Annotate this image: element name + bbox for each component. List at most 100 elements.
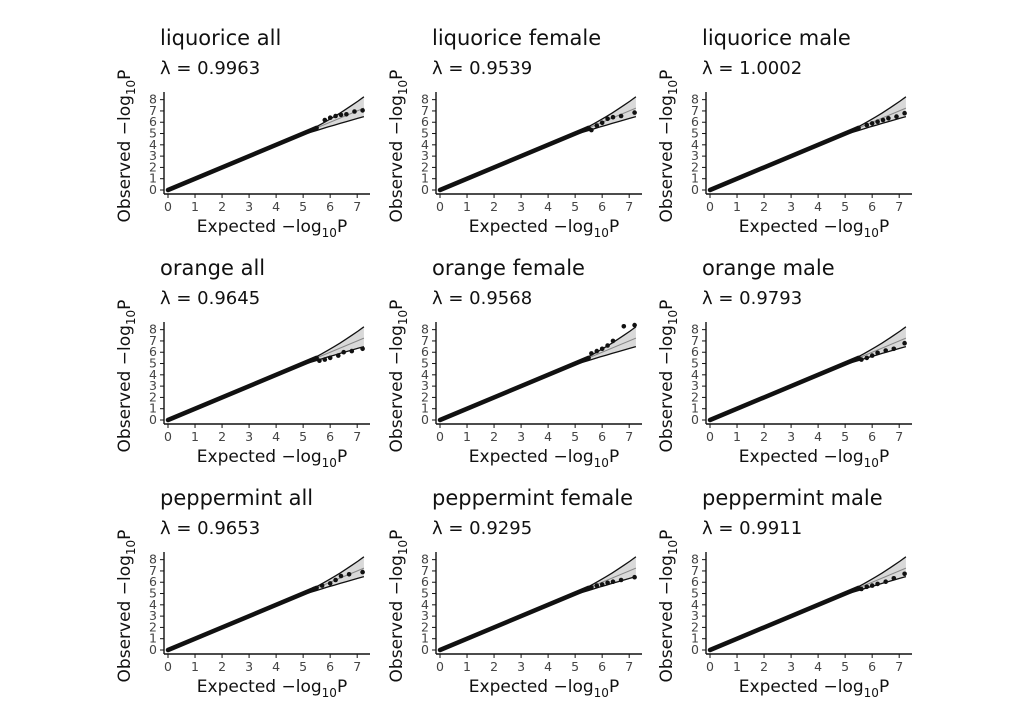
y-tick-label: 0	[421, 642, 429, 657]
qq-point	[632, 110, 637, 115]
y-tick-label: 3	[421, 608, 429, 623]
x-tick-label: 0	[706, 199, 714, 214]
y-tick-label: 3	[149, 148, 157, 163]
y-tick-label: 5	[149, 356, 157, 371]
y-tick-label: 7	[691, 333, 699, 348]
y-tick-label: 8	[421, 322, 429, 337]
y-tick-label: 6	[691, 114, 699, 129]
x-tick-label: 4	[814, 429, 822, 444]
y-axis-label-main: Observed −log	[657, 555, 677, 682]
y-tick-label: 1	[421, 171, 429, 186]
y-tick-label: 7	[149, 333, 157, 348]
x-tick-label: 1	[733, 429, 741, 444]
qq-point	[338, 573, 344, 579]
y-axis-label-main: Observed −log	[387, 325, 407, 452]
x-tick-label: 2	[218, 199, 226, 214]
x-tick-label: 2	[490, 429, 498, 444]
qq-point	[341, 349, 346, 355]
x-axis-label-main: Expected −log	[739, 447, 864, 467]
lambda-value: λ = 0.9963	[160, 58, 261, 79]
x-tick-label: 5	[571, 429, 579, 444]
y-axis-label-sub: 10	[666, 80, 680, 95]
qq-point	[875, 119, 880, 124]
qq-point	[632, 322, 637, 328]
x-tick-label: 4	[544, 199, 552, 214]
y-tick-label: 4	[691, 137, 699, 152]
y-tick-label: 0	[691, 642, 699, 657]
qq-point	[902, 340, 907, 346]
y-axis-label-main: Observed −log	[387, 95, 407, 222]
x-tick-label: 6	[598, 659, 606, 674]
panel-title: liquorice female	[432, 26, 602, 50]
x-tick-label: 2	[490, 199, 498, 214]
qq-point	[880, 117, 886, 123]
y-tick-label: 2	[691, 619, 699, 634]
x-tick-label: 7	[625, 659, 633, 674]
lambda-value: λ = 1.0002	[702, 58, 803, 79]
x-tick-label: 6	[326, 659, 334, 674]
y-tick-label: 2	[421, 619, 429, 634]
x-axis-label: Expected −log10P	[469, 447, 619, 470]
qq-point	[610, 114, 616, 120]
y-tick-label: 3	[421, 148, 429, 163]
y-tick-label: 8	[691, 322, 699, 337]
x-tick-label: 6	[598, 199, 606, 214]
y-axis-label-sub: 10	[124, 310, 138, 325]
lambda-value: λ = 0.9911	[702, 518, 803, 539]
y-tick-label: 2	[149, 159, 157, 174]
y-tick-label: 1	[691, 171, 699, 186]
x-axis-label-main: Expected −log	[469, 677, 594, 697]
y-tick-label: 2	[149, 619, 157, 634]
qq-point	[869, 583, 875, 588]
x-tick-label: 2	[218, 429, 226, 444]
y-tick-label: 0	[149, 182, 157, 197]
x-tick-label: 1	[463, 199, 471, 214]
x-tick-label: 0	[706, 659, 714, 674]
y-tick-label: 6	[421, 114, 429, 129]
qq-point	[327, 581, 333, 586]
qq-point	[859, 586, 864, 592]
qq-point	[322, 117, 328, 123]
x-axis-label-end: P	[337, 677, 347, 697]
qq-point	[891, 346, 897, 352]
qq-point	[883, 579, 888, 584]
y-tick-label: 1	[149, 171, 157, 186]
qq-point	[589, 585, 594, 590]
x-tick-label: 1	[733, 659, 741, 674]
qq-points-bulk	[437, 125, 591, 193]
x-tick-label: 6	[868, 199, 876, 214]
confidence-band	[834, 96, 906, 138]
panel-title: orange female	[432, 256, 585, 280]
x-tick-label: 0	[164, 199, 172, 214]
panel-title: peppermint male	[702, 486, 883, 510]
x-axis-label-sub: 10	[594, 456, 609, 470]
y-tick-label: 5	[691, 356, 699, 371]
x-tick-label: 4	[272, 429, 280, 444]
x-tick-label: 0	[436, 199, 444, 214]
x-tick-label: 0	[706, 429, 714, 444]
y-tick-label: 0	[149, 642, 157, 657]
x-tick-label: 6	[868, 659, 876, 674]
y-axis-label: Observed −log10P	[657, 70, 680, 223]
x-axis-label-sub: 10	[594, 686, 609, 700]
qq-point	[594, 348, 600, 354]
y-axis-label-main: Observed −log	[115, 325, 135, 452]
y-tick-label: 7	[421, 563, 429, 578]
x-tick-label: 4	[272, 199, 280, 214]
x-tick-label: 5	[299, 659, 307, 674]
x-tick-label: 7	[353, 199, 361, 214]
x-axis-label-main: Expected −log	[739, 217, 864, 237]
x-axis-label: Expected −log10P	[469, 217, 619, 240]
x-tick-label: 2	[760, 199, 768, 214]
x-tick-label: 0	[164, 429, 172, 444]
y-tick-label: 4	[421, 367, 429, 382]
y-tick-label: 4	[421, 597, 429, 612]
x-tick-label: 3	[245, 429, 253, 444]
x-tick-label: 0	[164, 659, 172, 674]
qq-point	[319, 583, 325, 588]
x-tick-label: 5	[841, 429, 849, 444]
y-tick-label: 5	[691, 126, 699, 141]
y-tick-label: 7	[421, 333, 429, 348]
